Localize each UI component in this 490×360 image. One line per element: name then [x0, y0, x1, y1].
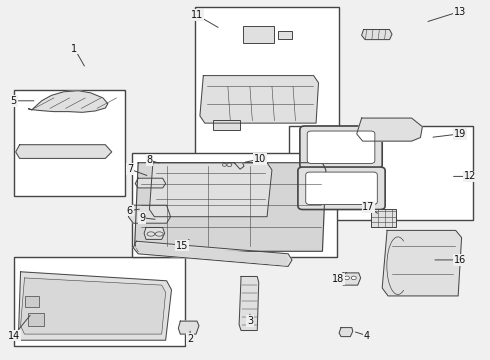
Polygon shape [362, 30, 392, 40]
Text: 19: 19 [453, 129, 465, 139]
Polygon shape [136, 244, 288, 265]
Ellipse shape [155, 232, 163, 236]
Ellipse shape [351, 276, 356, 280]
Polygon shape [239, 276, 259, 330]
Bar [278, 31, 292, 39]
Polygon shape [133, 241, 292, 266]
Text: 8: 8 [147, 155, 152, 165]
Bar [289, 126, 473, 220]
Polygon shape [21, 278, 166, 334]
Polygon shape [128, 205, 171, 223]
Polygon shape [135, 163, 326, 251]
Text: 4: 4 [364, 330, 369, 341]
Text: 16: 16 [453, 255, 465, 265]
Bar [14, 90, 125, 196]
Text: 6: 6 [127, 206, 133, 216]
Polygon shape [234, 163, 244, 169]
Bar [243, 26, 274, 43]
Text: 12: 12 [464, 171, 477, 181]
FancyBboxPatch shape [307, 131, 375, 163]
Text: 2: 2 [187, 334, 193, 344]
Text: 1: 1 [72, 44, 77, 54]
Polygon shape [357, 118, 422, 141]
Bar [142, 156, 279, 248]
FancyBboxPatch shape [300, 126, 382, 168]
Polygon shape [178, 321, 199, 334]
Bar [371, 209, 396, 227]
Polygon shape [149, 163, 272, 217]
Text: 17: 17 [362, 202, 375, 212]
Ellipse shape [147, 232, 155, 236]
FancyBboxPatch shape [298, 167, 385, 210]
Text: 5: 5 [11, 96, 17, 106]
Text: 14: 14 [8, 330, 20, 341]
Text: 3: 3 [247, 316, 253, 326]
Ellipse shape [222, 163, 226, 166]
Polygon shape [341, 273, 361, 285]
Bar [132, 153, 337, 257]
Polygon shape [135, 178, 166, 188]
Polygon shape [28, 91, 108, 112]
Text: 7: 7 [127, 164, 133, 174]
Ellipse shape [227, 163, 232, 167]
Polygon shape [339, 328, 353, 337]
Bar [213, 120, 240, 130]
Text: 9: 9 [139, 213, 145, 223]
Text: 15: 15 [176, 240, 189, 251]
Polygon shape [16, 145, 112, 158]
Bar [195, 7, 339, 156]
Bar [14, 257, 185, 346]
Bar [25, 296, 39, 307]
Polygon shape [200, 76, 318, 123]
Text: 11: 11 [191, 10, 203, 20]
Polygon shape [19, 272, 172, 340]
Text: 13: 13 [453, 6, 465, 17]
Polygon shape [382, 230, 462, 296]
FancyBboxPatch shape [306, 172, 377, 204]
Ellipse shape [344, 276, 349, 280]
Text: 10: 10 [254, 154, 266, 164]
Bar [28, 313, 44, 326]
Text: 18: 18 [332, 274, 344, 284]
Polygon shape [144, 228, 165, 239]
